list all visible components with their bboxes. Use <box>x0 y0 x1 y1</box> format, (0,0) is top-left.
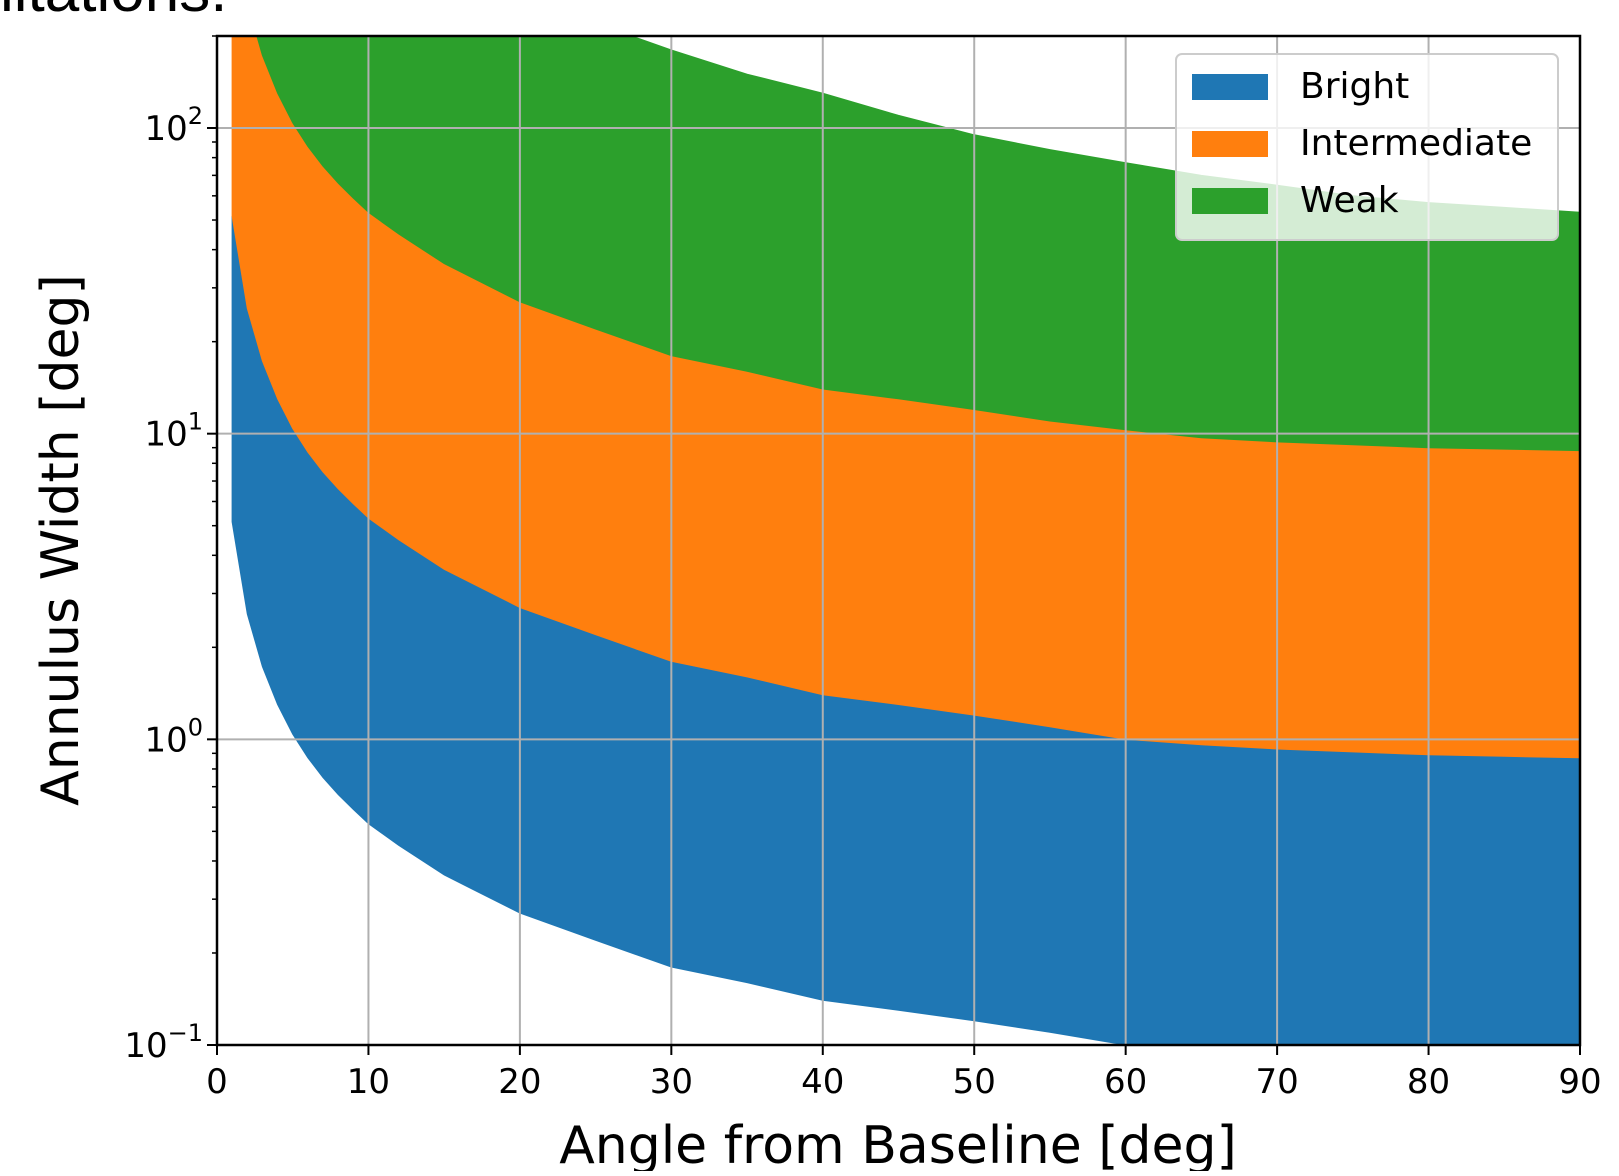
ticks: 0 10 20 30 40 50 60 70 80 90 10−1 100 101 102 <box>124 35 1602 1102</box>
x-tick-label: 0 <box>206 1062 228 1102</box>
x-tick-label: 90 <box>1558 1062 1601 1102</box>
x-tick-label: 70 <box>1255 1062 1298 1102</box>
x-tick-label: 50 <box>953 1062 996 1102</box>
legend-box <box>1175 53 1559 241</box>
y-tick-label: 101 <box>144 408 203 455</box>
y-tick-label: 100 <box>144 713 203 760</box>
y-tick-label: 102 <box>144 102 203 149</box>
legend-swatch-bright <box>1192 74 1268 100</box>
cropped-caption-text: litations. <box>0 0 227 22</box>
x-tick-label: 10 <box>347 1062 390 1102</box>
legend-label-weak: Weak <box>1300 180 1399 221</box>
x-tick-label: 80 <box>1407 1062 1450 1102</box>
x-axis-label: Angle from Baseline [deg] <box>559 1116 1237 1171</box>
x-tick-label: 60 <box>1104 1062 1147 1102</box>
legend-swatch-weak <box>1192 188 1268 214</box>
plot-frame <box>215 34 1582 1047</box>
legend-label-bright: Bright <box>1300 66 1409 107</box>
x-tick-label: 40 <box>801 1062 844 1102</box>
area-weak <box>256 36 1580 452</box>
axes <box>215 34 1582 1047</box>
y-tick-label: 10−1 <box>124 1019 203 1066</box>
legend-swatch-intermediate <box>1192 131 1268 157</box>
x-tick-label: 30 <box>650 1062 693 1102</box>
legend-label-intermediate: Intermediate <box>1300 123 1532 164</box>
y-axis-label: Annulus Width [deg] <box>31 274 91 806</box>
x-tick-label: 20 <box>498 1062 541 1102</box>
legend: Bright Intermediate Weak <box>1175 53 1559 241</box>
